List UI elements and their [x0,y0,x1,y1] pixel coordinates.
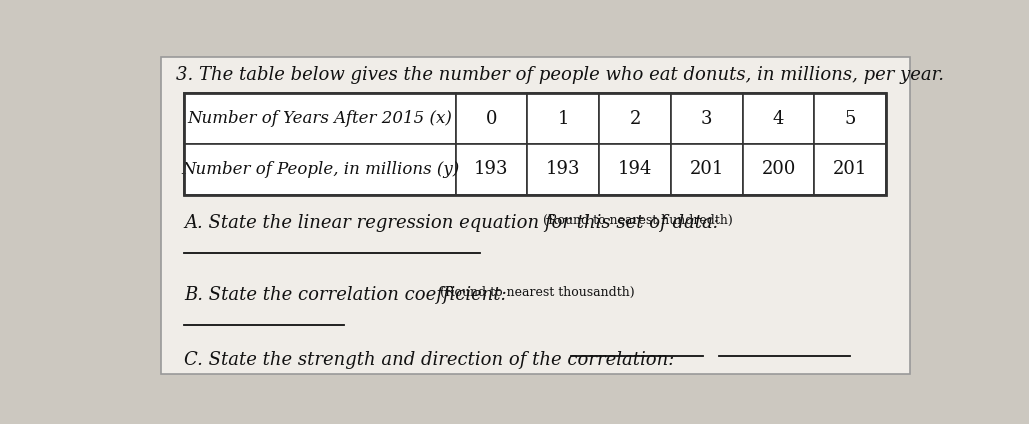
FancyBboxPatch shape [161,57,910,374]
FancyBboxPatch shape [527,93,599,144]
Text: 193: 193 [474,160,508,178]
Text: (Round to nearest thousandth): (Round to nearest thousandth) [435,286,634,299]
Text: Number of Years After 2015 (x): Number of Years After 2015 (x) [187,110,453,127]
Text: 4: 4 [773,110,784,128]
Text: C. State the strength and direction of the correlation:: C. State the strength and direction of t… [184,351,675,369]
FancyBboxPatch shape [743,144,814,195]
Text: 201: 201 [689,160,724,178]
Text: 1: 1 [558,110,569,128]
Text: 193: 193 [546,160,580,178]
FancyBboxPatch shape [671,144,743,195]
FancyBboxPatch shape [599,93,671,144]
Text: 0: 0 [486,110,497,128]
Text: A. State the linear regression equation for this set of data:: A. State the linear regression equation … [184,214,719,232]
Text: 194: 194 [617,160,652,178]
FancyBboxPatch shape [671,93,743,144]
Text: 3: 3 [701,110,712,128]
Text: (Round to nearest hundredth): (Round to nearest hundredth) [539,214,733,227]
FancyBboxPatch shape [815,144,886,195]
Text: Number of People, in millions (y): Number of People, in millions (y) [181,161,459,178]
FancyBboxPatch shape [184,93,456,144]
FancyBboxPatch shape [599,144,671,195]
Text: 2: 2 [630,110,641,128]
Text: 200: 200 [761,160,795,178]
FancyBboxPatch shape [527,144,599,195]
FancyBboxPatch shape [184,144,456,195]
FancyBboxPatch shape [743,93,814,144]
Text: 5: 5 [845,110,856,128]
Text: B. State the correlation coefficient:: B. State the correlation coefficient: [184,286,507,304]
Text: 3. The table below gives the number of people who eat donuts, in millions, per y: 3. The table below gives the number of p… [177,66,945,84]
FancyBboxPatch shape [456,93,527,144]
FancyBboxPatch shape [456,144,527,195]
FancyBboxPatch shape [815,93,886,144]
Text: 201: 201 [833,160,867,178]
